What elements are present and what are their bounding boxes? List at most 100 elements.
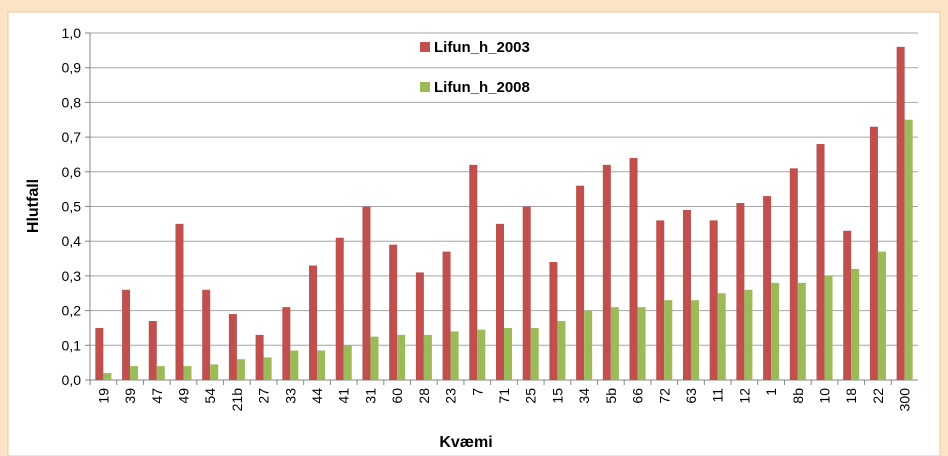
bar xyxy=(202,289,211,380)
bar xyxy=(717,293,726,380)
bar xyxy=(690,300,699,380)
bar xyxy=(877,251,886,380)
x-tick-label: 15 xyxy=(549,388,565,404)
x-tick-label: 27 xyxy=(256,388,272,404)
x-tick-label: 300 xyxy=(897,388,913,412)
bar xyxy=(557,321,566,380)
bar xyxy=(469,164,478,380)
bar xyxy=(824,275,833,380)
x-tick-label: 33 xyxy=(282,388,298,404)
y-axis-title: Hlutfall xyxy=(25,179,42,233)
x-tick-label: 63 xyxy=(683,388,699,404)
x-tick-label: 41 xyxy=(336,388,352,404)
bar xyxy=(744,289,753,380)
bar xyxy=(183,366,192,380)
y-tick-label: 0,1 xyxy=(62,337,82,353)
x-tick-label: 1 xyxy=(763,388,779,396)
bar xyxy=(584,310,593,380)
bar xyxy=(397,334,406,380)
x-tick-label: 34 xyxy=(576,388,592,404)
bar xyxy=(530,327,539,380)
bar xyxy=(495,223,504,380)
x-tick-label: 47 xyxy=(149,388,165,404)
x-tick-label: 54 xyxy=(202,388,218,404)
bar xyxy=(709,220,718,380)
x-tick-label: 19 xyxy=(95,388,111,404)
legend-swatch xyxy=(420,82,430,92)
bar xyxy=(763,196,772,380)
bar xyxy=(576,185,585,380)
bar xyxy=(423,334,432,380)
legend-swatch xyxy=(420,42,430,52)
bar xyxy=(682,209,691,380)
x-tick-label: 11 xyxy=(710,388,726,403)
y-tick-label: 0,6 xyxy=(62,164,82,180)
bar xyxy=(95,327,104,380)
x-tick-label: 21b xyxy=(229,388,245,412)
bar xyxy=(629,157,638,380)
x-tick-label: 66 xyxy=(630,388,646,404)
bar xyxy=(664,300,673,380)
bar xyxy=(477,329,486,380)
bar xyxy=(771,282,780,380)
bar xyxy=(904,119,913,380)
bar xyxy=(896,46,905,380)
x-tick-label: 39 xyxy=(122,388,138,404)
bar xyxy=(602,164,611,380)
bar xyxy=(789,168,798,380)
bar xyxy=(263,357,272,380)
x-tick-label: 60 xyxy=(389,388,405,404)
y-tick-label: 0,7 xyxy=(62,129,82,145)
bar xyxy=(309,265,318,380)
x-tick-label: 12 xyxy=(736,388,752,404)
bar xyxy=(816,144,825,380)
bar xyxy=(362,206,371,380)
bar xyxy=(504,327,513,380)
legend-label: Lifun_h_2008 xyxy=(434,79,530,96)
bar xyxy=(450,331,459,380)
bar xyxy=(656,220,665,380)
bar xyxy=(130,366,139,380)
y-tick-label: 0,3 xyxy=(62,268,82,284)
bar xyxy=(290,350,299,380)
x-tick-label: 31 xyxy=(362,388,378,404)
x-tick-label: 23 xyxy=(443,388,459,404)
y-tick-label: 0,2 xyxy=(62,303,82,319)
x-tick-label: 44 xyxy=(309,388,325,404)
x-tick-label: 28 xyxy=(416,388,432,404)
bar xyxy=(869,126,878,380)
x-tick-label: 7 xyxy=(469,388,485,396)
bar xyxy=(522,206,531,380)
bar xyxy=(415,272,424,380)
bar xyxy=(843,230,852,380)
bar xyxy=(175,223,184,380)
y-tick-label: 0,9 xyxy=(62,60,82,76)
x-tick-label: 25 xyxy=(523,388,539,404)
y-tick-label: 0,8 xyxy=(62,94,82,110)
y-tick-label: 0,5 xyxy=(62,199,82,215)
bar xyxy=(389,244,398,380)
bar xyxy=(282,307,291,380)
x-tick-label: 18 xyxy=(843,388,859,404)
bar xyxy=(736,203,745,380)
bar xyxy=(210,364,219,380)
bar xyxy=(156,366,165,380)
bar xyxy=(228,314,237,380)
x-tick-label: 71 xyxy=(496,388,512,404)
bar xyxy=(797,282,806,380)
bar xyxy=(236,359,245,380)
bar xyxy=(549,262,558,380)
bar xyxy=(103,373,112,380)
bar xyxy=(255,334,264,380)
bar xyxy=(148,321,157,380)
bar xyxy=(442,251,451,380)
bar xyxy=(335,237,344,380)
x-axis-title: Kvæmi xyxy=(439,434,492,451)
legend-label: Lifun_h_2003 xyxy=(434,39,530,56)
x-tick-label: 22 xyxy=(870,388,886,404)
y-tick-label: 0,0 xyxy=(62,372,82,388)
bar xyxy=(122,289,131,380)
bar xyxy=(370,336,379,380)
